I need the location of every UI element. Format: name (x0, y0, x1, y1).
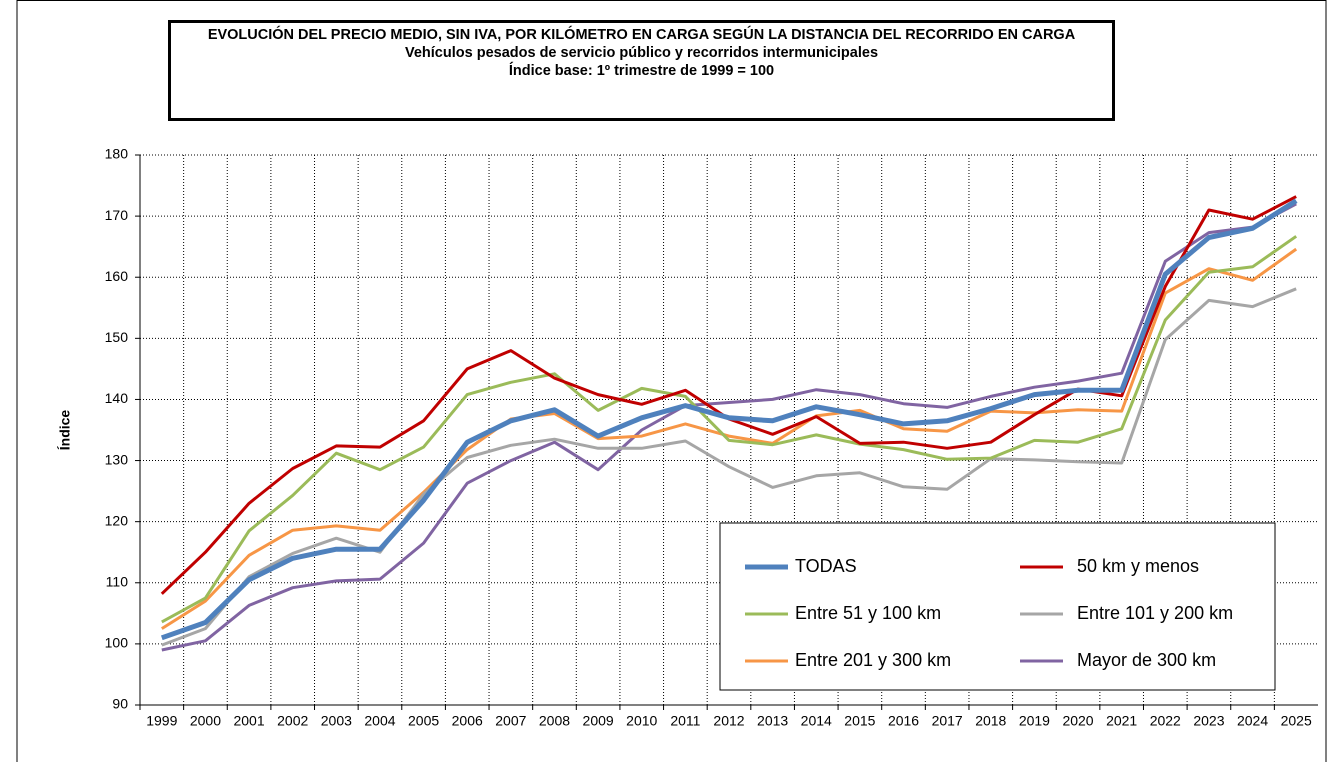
x-tick-label: 2021 (1106, 713, 1137, 729)
x-tick-label: 2017 (932, 713, 963, 729)
y-tick-label: 130 (105, 451, 129, 467)
x-tick-label: 2001 (233, 713, 264, 729)
x-tick-label: 2005 (408, 713, 439, 729)
y-tick-label: 150 (105, 329, 129, 345)
legend-label: 50 km y menos (1077, 556, 1199, 576)
x-tick-label: 2014 (801, 713, 832, 729)
subtitle: Índice base: 1º trimestre de 1999 = 100 (508, 63, 775, 79)
legend-label: Entre 51 y 100 km (795, 603, 941, 623)
subtitle: Vehículos pesados de servicio público y … (404, 45, 879, 61)
x-tick-label: 2007 (495, 713, 526, 729)
x-tick-label: 2012 (713, 713, 744, 729)
series-line (161, 287, 1297, 647)
y-tick-label: 90 (112, 696, 128, 712)
series-line (160, 198, 1298, 641)
x-tick-label: 2013 (757, 713, 788, 729)
legend-label: TODAS (795, 556, 857, 576)
x-tick-label: 2022 (1150, 713, 1181, 729)
x-tick-label: 2016 (888, 713, 919, 729)
y-tick-label: 170 (105, 207, 129, 223)
frame (16, 0, 1327, 762)
x-tick-label: 2010 (626, 713, 657, 729)
series-line (161, 235, 1298, 624)
chart-title: EVOLUCIÓN DEL PRECIO MEDIO, SIN IVA, POR… (207, 27, 1076, 43)
legend-label: Mayor de 300 km (1077, 650, 1216, 670)
series-line (160, 247, 1298, 630)
x-tick-label: 2006 (452, 713, 483, 729)
x-tick-label: 2002 (277, 713, 308, 729)
x-tick-label: 2025 (1281, 713, 1312, 729)
legend-box (719, 522, 1276, 691)
x-tick-label: 2003 (321, 713, 352, 729)
y-tick-label: 180 (105, 146, 129, 162)
series-line (161, 202, 1297, 652)
y-tick-label: 110 (106, 573, 129, 589)
x-tick-label: 2020 (1062, 713, 1093, 729)
x-tick-label: 2009 (583, 713, 614, 729)
y-tick-label: 140 (105, 390, 129, 406)
y-axis-label: Índice (57, 410, 73, 451)
x-tick-label: 2024 (1237, 713, 1268, 729)
y-tick-label: 160 (105, 268, 129, 284)
x-tick-label: 2018 (975, 713, 1006, 729)
x-tick-label: 2004 (364, 713, 395, 729)
legend-label: Entre 101 y 200 km (1077, 603, 1233, 623)
y-tick-label: 120 (105, 512, 129, 528)
x-tick-label: 2015 (844, 713, 875, 729)
x-tick-label: 1999 (146, 713, 177, 729)
x-tick-label: 2023 (1193, 713, 1224, 729)
x-tick-label: 2000 (190, 713, 221, 729)
legend-label: Entre 201 y 300 km (795, 650, 951, 670)
x-tick-label: 2011 (670, 713, 700, 729)
x-tick-label: 2008 (539, 713, 570, 729)
x-tick-label: 2019 (1019, 713, 1050, 729)
y-tick-label: 100 (105, 635, 129, 651)
title-box: EVOLUCIÓN DEL PRECIO MEDIO, SIN IVA, POR… (168, 20, 1115, 121)
